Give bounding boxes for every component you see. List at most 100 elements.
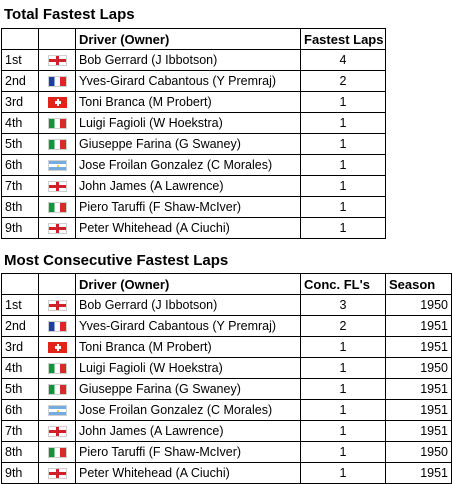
flag-cell bbox=[38, 91, 76, 113]
driver-cell: Bob Gerrard (J Ibbotson) bbox=[75, 49, 301, 71]
driver-cell: John James (A Lawrence) bbox=[75, 175, 301, 197]
season-cell: 1951 bbox=[385, 399, 452, 421]
most-consecutive-fastest-laps-table: Driver (Owner) Conc. FL's Season 1st Bob … bbox=[1, 273, 452, 484]
season-cell: 1950 bbox=[385, 294, 452, 316]
france-flag-icon bbox=[47, 321, 67, 333]
consecutive-fastest-laps-header: Conc. FL's bbox=[300, 273, 386, 295]
table-row: 6th Jose Froilan Gonzalez (C Morales) 1 bbox=[1, 154, 386, 176]
driver-cell: Piero Taruffi (F Shaw-McIver) bbox=[75, 196, 301, 218]
driver-cell: John James (A Lawrence) bbox=[75, 420, 301, 442]
most-consecutive-fastest-laps-title: Most Consecutive Fastest Laps bbox=[4, 252, 229, 269]
england-flag-icon bbox=[47, 223, 67, 235]
flag-cell bbox=[38, 154, 76, 176]
season-cell: 1950 bbox=[385, 441, 452, 463]
table-row: 5th Giuseppe Farina (G Swaney) 1 1951 bbox=[1, 378, 452, 400]
flag-cell bbox=[38, 315, 76, 337]
flag-cell bbox=[38, 196, 76, 218]
flag-cell bbox=[38, 133, 76, 155]
position-cell: 3rd bbox=[1, 336, 39, 358]
fastest-laps-cell: 1 bbox=[300, 357, 386, 379]
flag-cell bbox=[38, 217, 76, 239]
driver-cell: Giuseppe Farina (G Swaney) bbox=[75, 133, 301, 155]
flag-cell bbox=[38, 357, 76, 379]
position-cell: 3rd bbox=[1, 91, 39, 113]
flag-cell bbox=[38, 70, 76, 92]
driver-cell: Peter Whitehead (A Ciuchi) bbox=[75, 462, 301, 484]
flag-cell bbox=[38, 462, 76, 484]
table-row: 2nd Yves-Girard Cabantous (Y Premraj) 2 195… bbox=[1, 315, 452, 337]
table-row: 3rd Toni Branca (M Probert) 1 bbox=[1, 91, 386, 113]
england-flag-icon bbox=[47, 300, 67, 312]
table-row: 6th Jose Froilan Gonzalez (C Morales) 1 195… bbox=[1, 399, 452, 421]
driver-header: Driver (Owner) bbox=[75, 273, 301, 295]
position-cell: 8th bbox=[1, 196, 39, 218]
driver-cell: Yves-Girard Cabantous (Y Premraj) bbox=[75, 315, 301, 337]
table-header-row: Driver (Owner) Fastest Laps bbox=[1, 28, 386, 50]
fastest-laps-cell: 1 bbox=[300, 420, 386, 442]
driver-cell: Giuseppe Farina (G Swaney) bbox=[75, 378, 301, 400]
italy-flag-icon bbox=[47, 202, 67, 214]
fastest-laps-cell: 1 bbox=[300, 196, 386, 218]
table-row: 1st Bob Gerrard (J Ibbotson) 3 1950 bbox=[1, 294, 452, 316]
position-cell: 1st bbox=[1, 49, 39, 71]
argentina-flag-icon bbox=[47, 160, 67, 172]
table-row: 3rd Toni Branca (M Probert) 1 1951 bbox=[1, 336, 452, 358]
driver-cell: Piero Taruffi (F Shaw-McIver) bbox=[75, 441, 301, 463]
flag-cell bbox=[38, 399, 76, 421]
position-cell: 2nd bbox=[1, 70, 39, 92]
season-cell: 1951 bbox=[385, 420, 452, 442]
argentina-flag-icon bbox=[47, 405, 67, 417]
fastest-laps-cell: 1 bbox=[300, 441, 386, 463]
flag-header bbox=[38, 273, 76, 295]
season-cell: 1951 bbox=[385, 315, 452, 337]
fastest-laps-cell: 1 bbox=[300, 462, 386, 484]
england-flag-icon bbox=[47, 468, 67, 480]
table-row: 4th Luigi Fagioli (W Hoekstra) 1 bbox=[1, 112, 386, 134]
driver-cell: Bob Gerrard (J Ibbotson) bbox=[75, 294, 301, 316]
italy-flag-icon bbox=[47, 447, 67, 459]
fastest-laps-header: Fastest Laps bbox=[300, 28, 386, 50]
position-cell: 7th bbox=[1, 420, 39, 442]
driver-cell: Toni Branca (M Probert) bbox=[75, 336, 301, 358]
season-cell: 1951 bbox=[385, 336, 452, 358]
flag-header bbox=[38, 28, 76, 50]
england-flag-icon bbox=[47, 426, 67, 438]
season-cell: 1950 bbox=[385, 357, 452, 379]
italy-flag-icon bbox=[47, 384, 67, 396]
flag-cell bbox=[38, 378, 76, 400]
fastest-laps-cell: 1 bbox=[300, 399, 386, 421]
most-consecutive-fastest-laps-body: 1st Bob Gerrard (J Ibbotson) 3 1950 2nd Yves-… bbox=[1, 294, 452, 484]
england-flag-icon bbox=[47, 181, 67, 193]
driver-cell: Jose Froilan Gonzalez (C Morales) bbox=[75, 154, 301, 176]
table-row: 9th Peter Whitehead (A Ciuchi) 1 bbox=[1, 217, 386, 239]
position-cell: 9th bbox=[1, 217, 39, 239]
driver-cell: Toni Branca (M Probert) bbox=[75, 91, 301, 113]
table-row: 9th Peter Whitehead (A Ciuchi) 1 1951 bbox=[1, 462, 452, 484]
france-flag-icon bbox=[47, 76, 67, 88]
england-flag-icon bbox=[47, 55, 67, 67]
table-row: 4th Luigi Fagioli (W Hoekstra) 1 1950 bbox=[1, 357, 452, 379]
driver-cell: Luigi Fagioli (W Hoekstra) bbox=[75, 357, 301, 379]
fastest-laps-cell: 3 bbox=[300, 294, 386, 316]
fastest-laps-cell: 1 bbox=[300, 336, 386, 358]
table-row: 7th John James (A Lawrence) 1 1951 bbox=[1, 420, 452, 442]
flag-cell bbox=[38, 112, 76, 134]
flag-cell bbox=[38, 49, 76, 71]
italy-flag-icon bbox=[47, 118, 67, 130]
flag-cell bbox=[38, 420, 76, 442]
table-row: 7th John James (A Lawrence) 1 bbox=[1, 175, 386, 197]
switzerland-flag-icon bbox=[47, 342, 67, 354]
fastest-laps-cell: 1 bbox=[300, 378, 386, 400]
fastest-laps-cell: 1 bbox=[300, 91, 386, 113]
table-row: 1st Bob Gerrard (J Ibbotson) 4 bbox=[1, 49, 386, 71]
driver-cell: Yves-Girard Cabantous (Y Premraj) bbox=[75, 70, 301, 92]
position-cell: 6th bbox=[1, 154, 39, 176]
position-header bbox=[1, 28, 39, 50]
position-cell: 6th bbox=[1, 399, 39, 421]
fastest-laps-cell: 1 bbox=[300, 217, 386, 239]
position-cell: 1st bbox=[1, 294, 39, 316]
fastest-laps-cell: 1 bbox=[300, 175, 386, 197]
position-cell: 5th bbox=[1, 133, 39, 155]
driver-cell: Peter Whitehead (A Ciuchi) bbox=[75, 217, 301, 239]
table-row: 5th Giuseppe Farina (G Swaney) 1 bbox=[1, 133, 386, 155]
